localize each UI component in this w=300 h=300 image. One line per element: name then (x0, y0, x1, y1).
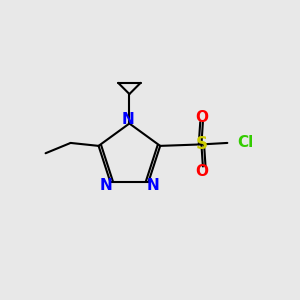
Text: N: N (100, 178, 112, 193)
Text: O: O (195, 110, 208, 124)
Text: S: S (195, 135, 207, 153)
Text: N: N (146, 178, 159, 193)
Text: Cl: Cl (238, 135, 254, 150)
Text: O: O (195, 164, 208, 179)
Text: N: N (122, 112, 134, 128)
